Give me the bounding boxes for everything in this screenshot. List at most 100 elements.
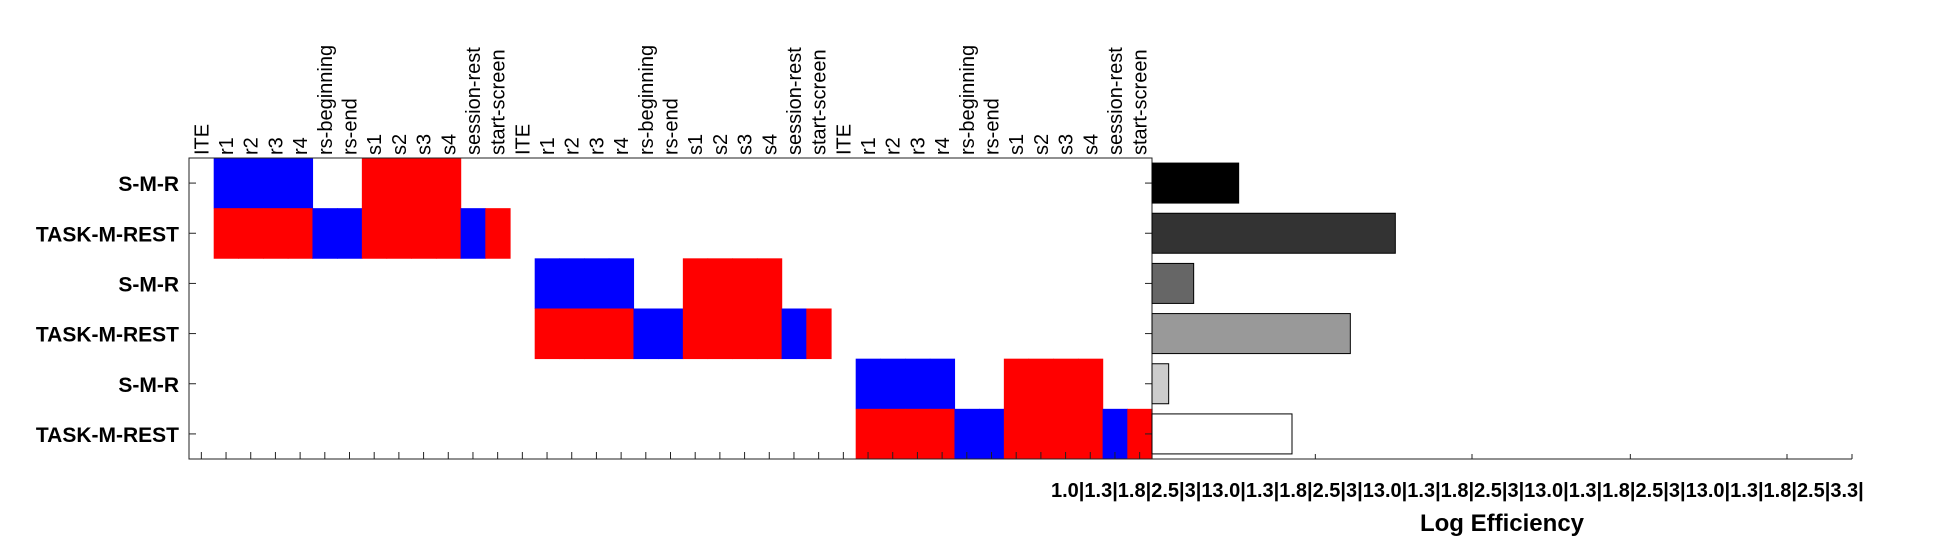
row-label: TASK-M-REST [36,424,179,447]
heatmap-cell [411,208,437,259]
column-label: s1 [364,134,386,155]
column-label: ITE [833,124,855,155]
heatmap-cell [534,258,560,309]
bar-axis-tick-labels: 1.0|1.3|1.8|2.5|3|13.0|1.3|1.8|2.5|3|13.… [1051,480,1864,502]
heatmap-cell [682,258,709,309]
heatmap-cell [263,208,289,259]
heatmap-cell [485,208,511,259]
heatmap-cell [534,308,560,360]
heatmap-cell [213,158,239,209]
column-label: session-rest [784,47,806,155]
heatmap-cell [312,208,338,259]
heatmap-cell [633,308,659,360]
heatmap-cell [707,308,733,360]
column-label: ITE [191,124,213,155]
column-label: ITE [512,124,534,155]
heatmap-cell [584,308,610,360]
heatmap-cell [238,158,264,209]
heatmap-cell [1003,408,1030,460]
column-label: s2 [389,134,411,155]
bar [1151,162,1240,204]
heatmap-cells [213,158,1153,460]
heatmap-cell [707,258,733,309]
heatmap-frame [188,157,1153,460]
heatmap-cell [287,208,314,259]
bars [1151,162,1396,455]
heatmap-cell [954,408,980,460]
row-label: S-M-R [118,273,179,296]
heatmap-cell [1053,408,1079,460]
column-label: start-screen [809,49,831,155]
heatmap-cell [905,408,931,460]
heatmap-cell [806,308,832,360]
column-label: s2 [1031,134,1053,155]
heatmap-cell [855,358,881,410]
column-label: rs-beginning [957,45,979,155]
heatmap-cell [337,208,363,259]
heatmap-cell [559,258,585,309]
heatmap-cell [361,208,388,259]
bar-axis [1151,454,1853,460]
bar [1151,313,1351,355]
row-label: S-M-R [118,173,179,196]
bar [1151,212,1396,254]
column-label: rs-end [661,98,683,155]
column-label: r3 [907,137,929,155]
heatmap-cell [263,158,289,209]
column-label: s4 [438,134,460,155]
bar-axis-label: Log Efficiency [1420,510,1585,537]
row-labels: S-M-R TASK-M-REST S-M-R TASK-M-REST S-M-R TAS… [36,173,179,447]
column-label: r3 [265,137,287,155]
heatmap-cell [880,358,906,410]
heatmap-cell [855,408,881,460]
heatmap-cell [682,308,709,360]
heatmap-cell [905,358,931,410]
heatmap-cell [732,308,758,360]
column-label: r4 [290,137,312,155]
row-label: S-M-R [118,374,179,397]
column-label: start-screen [1130,49,1152,155]
heatmap-cell [608,258,635,309]
heatmap-cell [756,258,783,309]
column-label: r2 [241,137,263,155]
heatmap-cell [213,208,239,259]
heatmap-cell [756,308,783,360]
column-label: r1 [537,137,559,155]
column-label: s3 [1056,134,1078,155]
heatmap-cell [929,358,956,410]
heatmap-cell [460,208,486,259]
heatmap-cell [1003,358,1030,410]
heatmap-cell [732,258,758,309]
heatmap-cell [361,158,388,209]
column-label: rs-end [982,98,1004,155]
heatmap-cell [658,308,684,360]
heatmap-cell [584,258,610,309]
column-label: session-rest [463,47,485,155]
bar [1151,413,1293,455]
column-label: s3 [735,134,757,155]
column-label: start-screen [488,49,510,155]
column-label: r3 [586,137,608,155]
heatmap-cell [1077,358,1104,410]
heatmap-cell [411,158,437,209]
heatmap-cell [1077,408,1104,460]
heatmap-cell [781,308,807,360]
column-label: s1 [1006,134,1028,155]
column-label: s3 [414,134,436,155]
row-label: TASK-M-REST [36,223,179,246]
heatmap-cell [386,208,412,259]
heatmap-cell [929,408,956,460]
heatmap-cell [1053,358,1079,410]
column-label: rs-beginning [315,45,337,155]
column-label: session-rest [1105,47,1127,155]
heatmap-cell [435,208,462,259]
heatmap-cell [608,308,635,360]
column-label: r2 [562,137,584,155]
heatmap-cell [880,408,906,460]
column-labels: ITE r1 r2 r3 r4 rs-beginning rs-end s1 s2 s3 s4 ses… [191,45,1151,155]
heatmap-cell [979,408,1005,460]
column-label: s4 [1080,134,1102,155]
heatmap-cell [559,308,585,360]
column-label: s1 [685,134,707,155]
